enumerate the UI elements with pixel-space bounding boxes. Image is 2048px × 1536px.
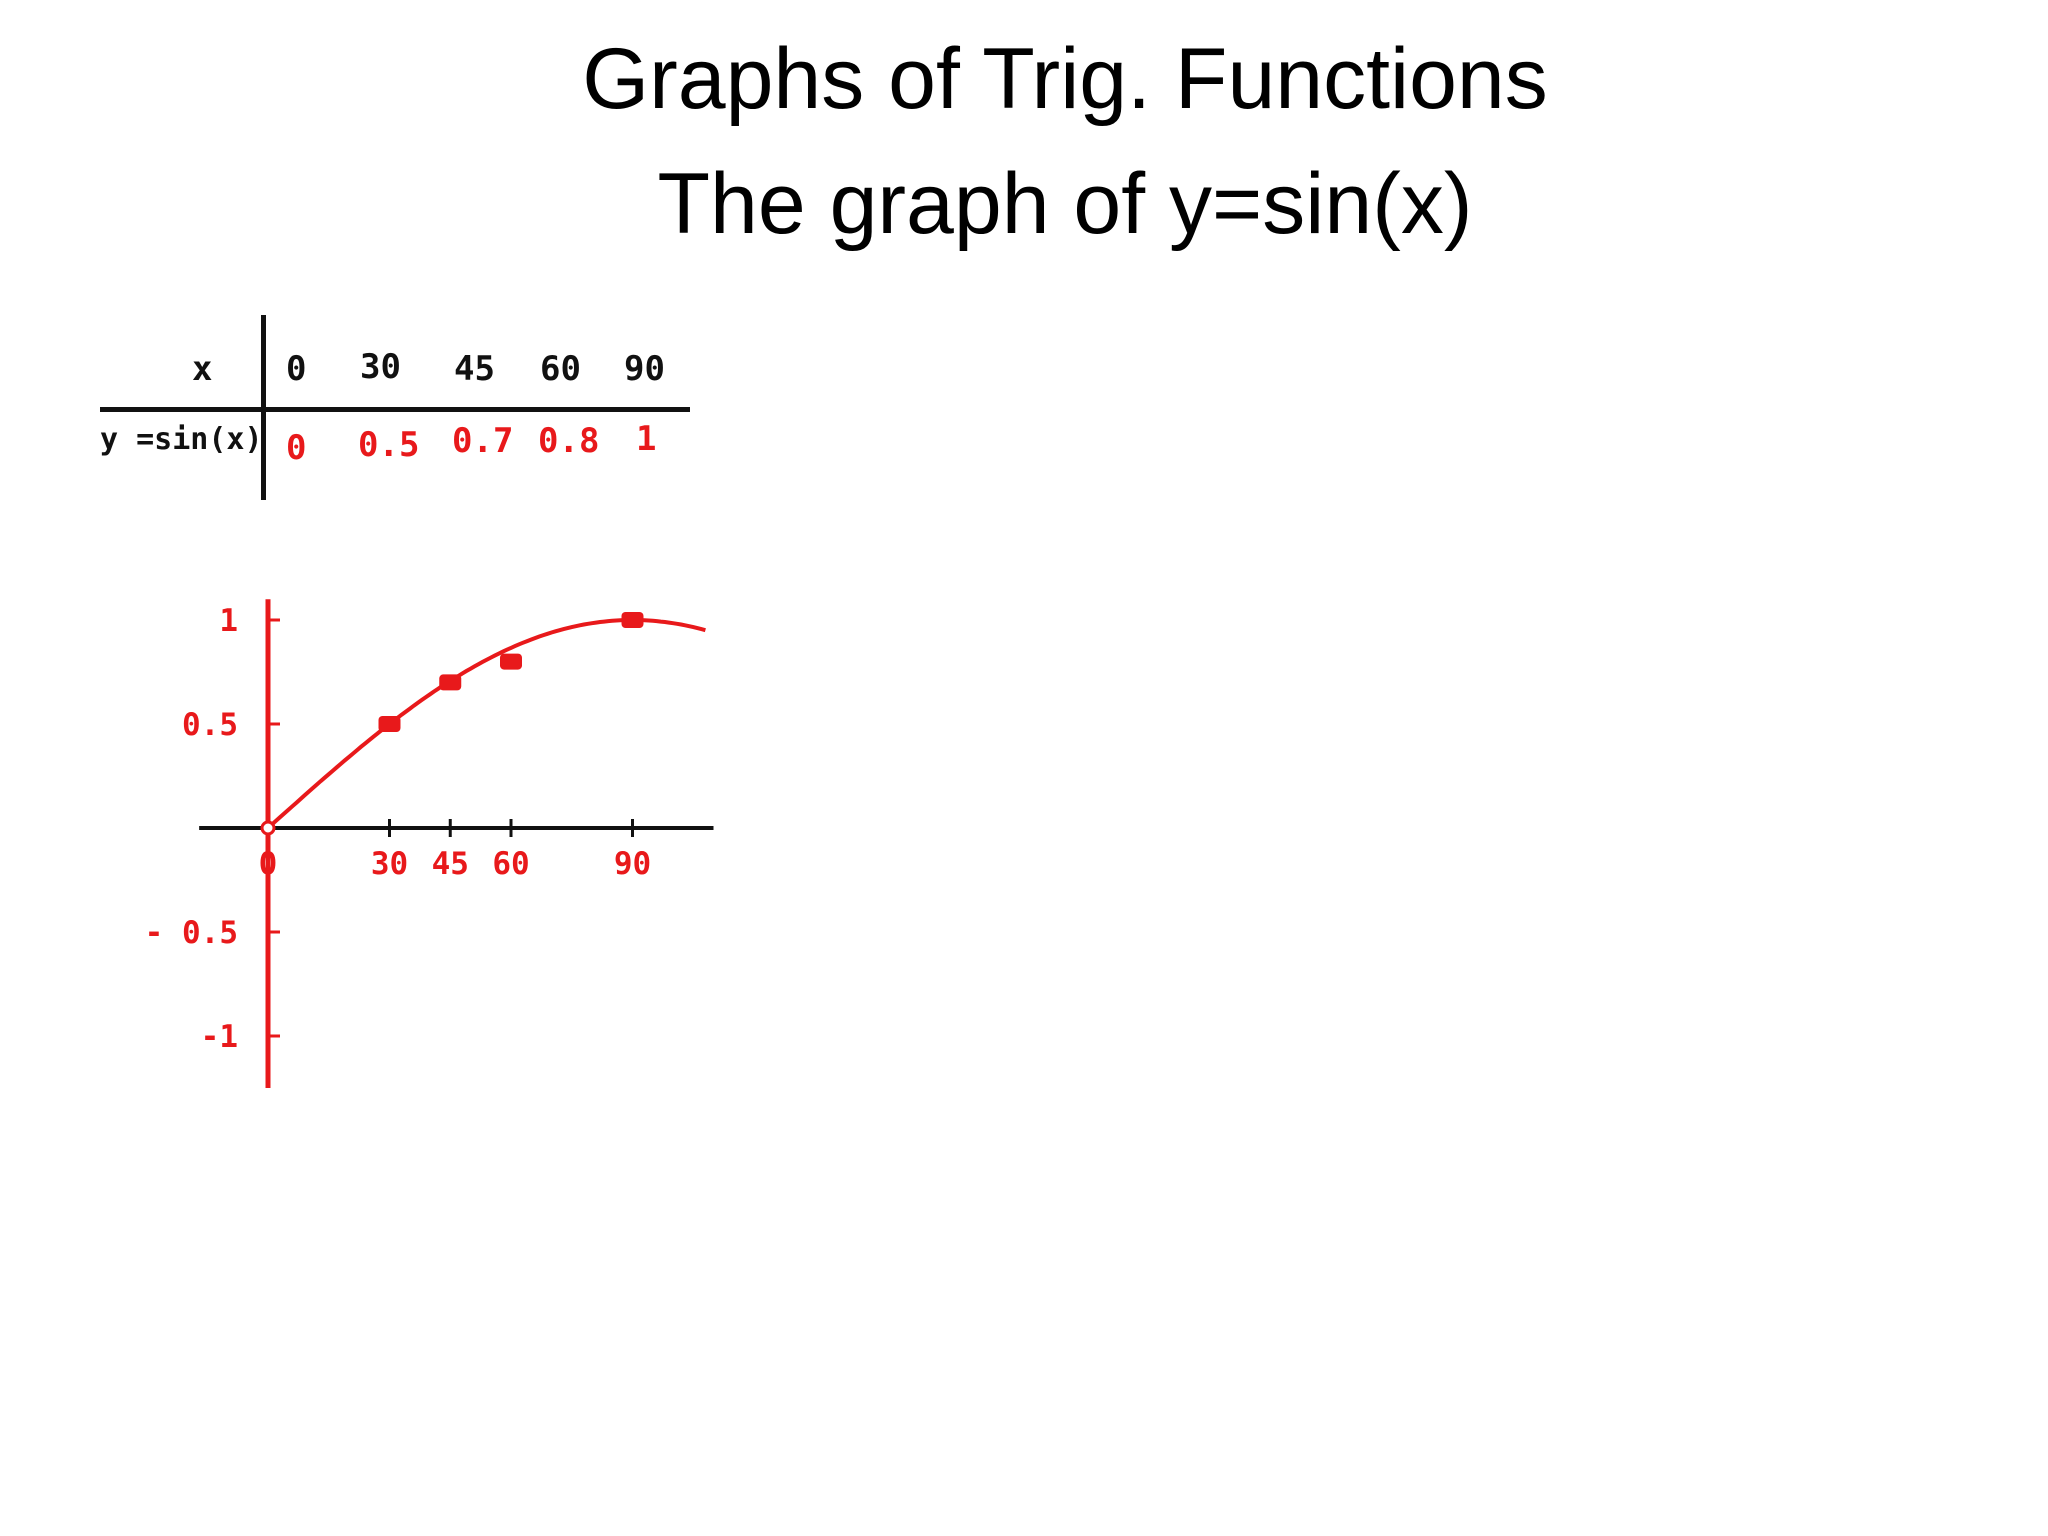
table-x-cell: 45 <box>454 349 495 389</box>
value-table: x y =sin(x) 0 30 45 60 90 0 0.5 0.7 0.8 … <box>100 315 700 505</box>
x-tick-label: 30 <box>371 846 408 882</box>
slide-subtitle: The graph of y=sin(x) <box>657 156 1473 252</box>
table-header-x: x <box>192 349 213 389</box>
table-header-y: y =sin(x) <box>100 422 263 457</box>
y-tick-label: - 0.5 <box>145 915 238 951</box>
y-tick-label: 1 <box>219 603 238 639</box>
data-point <box>439 674 462 691</box>
table-y-cell: 1 <box>636 419 657 459</box>
y-tick-label: -1 <box>201 1019 238 1055</box>
x-tick-label: 45 <box>432 846 469 882</box>
table-y-cell: 0.7 <box>452 421 514 461</box>
table-y-cell: 0 <box>286 428 307 468</box>
table-x-cell: 0 <box>286 349 307 389</box>
x-tick-label: 0 <box>259 846 278 882</box>
y-tick-label: 0.5 <box>182 707 238 743</box>
table-x-cell: 30 <box>360 347 401 387</box>
table-x-cell: 90 <box>624 349 665 389</box>
table-y-cell: 0.5 <box>358 425 420 465</box>
table-horizontal-divider <box>100 407 690 412</box>
data-point <box>378 716 401 732</box>
x-tick-label: 60 <box>492 846 529 882</box>
table-y-cell: 0.8 <box>538 421 600 461</box>
slide-title: Graphs of Trig. Functions <box>582 31 1548 127</box>
data-point <box>260 820 276 836</box>
data-point <box>621 612 644 628</box>
x-tick-label: 90 <box>614 846 651 882</box>
sine-curve <box>266 618 706 830</box>
data-point <box>500 653 522 670</box>
table-x-cell: 60 <box>540 349 581 389</box>
